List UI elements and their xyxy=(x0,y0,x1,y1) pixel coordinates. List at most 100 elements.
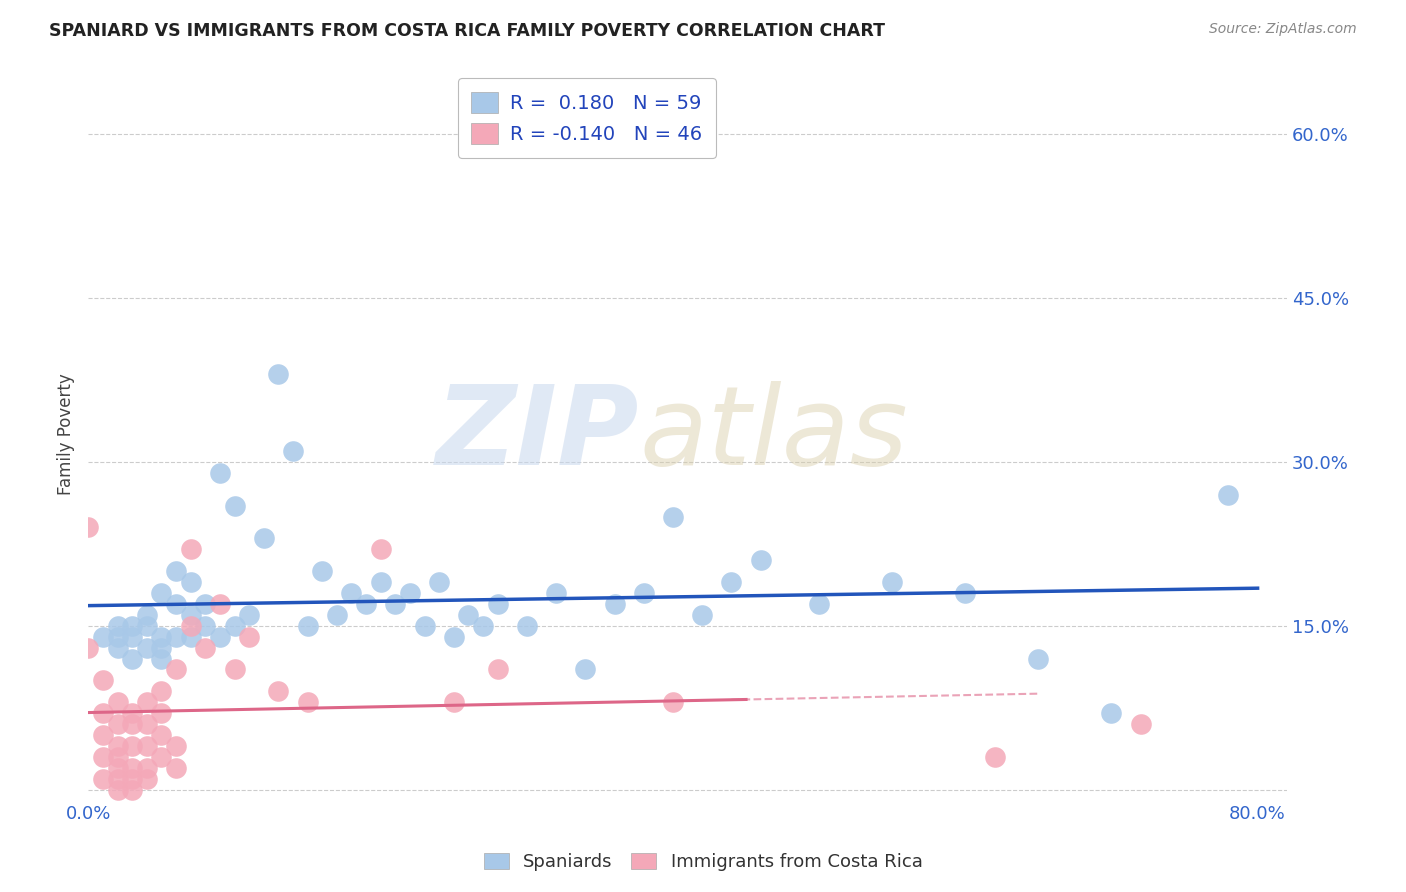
Point xyxy=(77,520,100,534)
Point xyxy=(194,619,217,633)
Point xyxy=(91,750,114,764)
Point xyxy=(208,466,231,480)
Point xyxy=(121,739,143,753)
Point xyxy=(135,607,157,622)
Point xyxy=(121,761,143,775)
Point xyxy=(150,706,173,721)
Point xyxy=(107,782,129,797)
Point xyxy=(457,607,479,622)
Point xyxy=(238,630,260,644)
Point xyxy=(107,717,129,731)
Point xyxy=(150,586,173,600)
Text: Source: ZipAtlas.com: Source: ZipAtlas.com xyxy=(1209,22,1357,37)
Point xyxy=(224,499,246,513)
Point xyxy=(208,597,231,611)
Point xyxy=(253,532,276,546)
Point xyxy=(297,619,319,633)
Point xyxy=(370,575,392,590)
Point xyxy=(107,739,129,753)
Point xyxy=(208,630,231,644)
Point xyxy=(297,695,319,709)
Point xyxy=(121,630,143,644)
Point xyxy=(486,597,509,611)
Point xyxy=(135,695,157,709)
Point xyxy=(107,761,129,775)
Point xyxy=(135,761,157,775)
Point xyxy=(427,575,450,590)
Text: atlas: atlas xyxy=(640,381,908,488)
Point xyxy=(413,619,436,633)
Point xyxy=(194,640,217,655)
Point xyxy=(1028,651,1050,665)
Point xyxy=(486,663,509,677)
Point xyxy=(165,630,187,644)
Point xyxy=(1101,706,1123,721)
Point xyxy=(574,663,596,677)
Point xyxy=(107,750,129,764)
Point xyxy=(121,717,143,731)
Point xyxy=(443,695,465,709)
Point xyxy=(544,586,567,600)
Text: SPANIARD VS IMMIGRANTS FROM COSTA RICA FAMILY POVERTY CORRELATION CHART: SPANIARD VS IMMIGRANTS FROM COSTA RICA F… xyxy=(49,22,886,40)
Point xyxy=(443,630,465,644)
Point xyxy=(472,619,495,633)
Point xyxy=(150,630,173,644)
Point xyxy=(1218,488,1240,502)
Point xyxy=(107,772,129,786)
Point xyxy=(1129,717,1152,731)
Point xyxy=(135,739,157,753)
Point xyxy=(121,772,143,786)
Point xyxy=(180,607,202,622)
Point xyxy=(135,640,157,655)
Point xyxy=(180,542,202,557)
Point xyxy=(107,619,129,633)
Point xyxy=(690,607,713,622)
Point xyxy=(165,564,187,578)
Point xyxy=(150,750,173,764)
Point xyxy=(121,619,143,633)
Point xyxy=(326,607,349,622)
Point xyxy=(749,553,772,567)
Legend: R =  0.180   N = 59, R = -0.140   N = 46: R = 0.180 N = 59, R = -0.140 N = 46 xyxy=(457,78,716,158)
Point xyxy=(165,739,187,753)
Point xyxy=(662,509,685,524)
Point xyxy=(882,575,904,590)
Point xyxy=(165,761,187,775)
Point xyxy=(808,597,831,611)
Point xyxy=(91,728,114,742)
Point xyxy=(267,684,290,698)
Point xyxy=(77,640,100,655)
Point xyxy=(150,684,173,698)
Point xyxy=(121,706,143,721)
Point xyxy=(180,575,202,590)
Point xyxy=(91,630,114,644)
Point xyxy=(384,597,406,611)
Point xyxy=(165,597,187,611)
Point xyxy=(399,586,422,600)
Point xyxy=(91,673,114,688)
Point xyxy=(91,772,114,786)
Text: ZIP: ZIP xyxy=(436,381,640,488)
Point xyxy=(983,750,1005,764)
Point xyxy=(311,564,333,578)
Point xyxy=(107,630,129,644)
Point xyxy=(135,717,157,731)
Point xyxy=(150,640,173,655)
Point xyxy=(165,663,187,677)
Point xyxy=(224,619,246,633)
Point xyxy=(107,695,129,709)
Legend: Spaniards, Immigrants from Costa Rica: Spaniards, Immigrants from Costa Rica xyxy=(477,846,929,879)
Point xyxy=(633,586,655,600)
Point xyxy=(267,368,290,382)
Point xyxy=(121,651,143,665)
Point xyxy=(281,444,304,458)
Point xyxy=(121,782,143,797)
Point xyxy=(516,619,538,633)
Point xyxy=(354,597,377,611)
Point xyxy=(720,575,742,590)
Point xyxy=(107,640,129,655)
Point xyxy=(340,586,363,600)
Point xyxy=(955,586,977,600)
Point xyxy=(370,542,392,557)
Point xyxy=(180,619,202,633)
